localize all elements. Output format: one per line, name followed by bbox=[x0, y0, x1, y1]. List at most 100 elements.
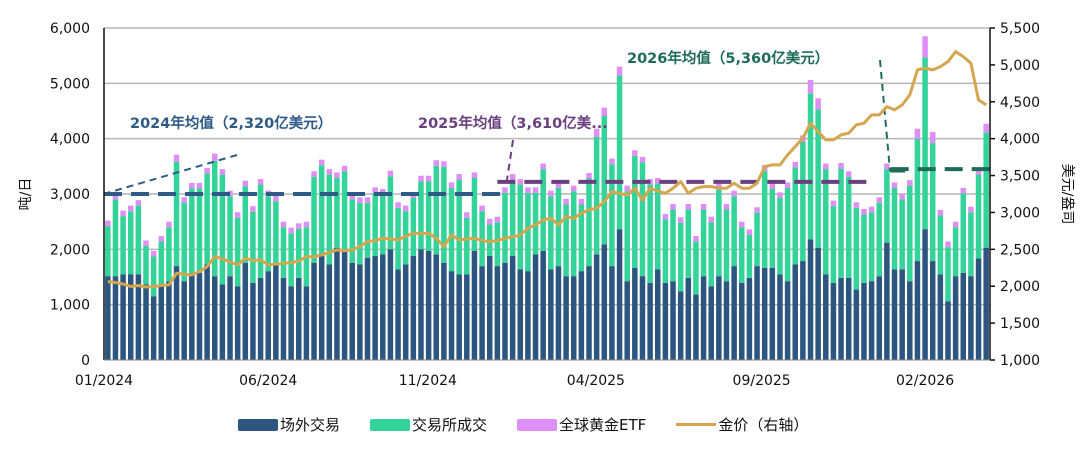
annotation-connector bbox=[879, 59, 891, 172]
bar-exchange bbox=[937, 215, 944, 275]
legend-item-gold-price: 金价（右轴） bbox=[676, 414, 808, 435]
bar-etf bbox=[471, 172, 478, 178]
bar-etf bbox=[899, 194, 905, 200]
bar-otc bbox=[395, 269, 401, 360]
bar-exchange bbox=[815, 109, 821, 248]
bar-otc bbox=[433, 254, 439, 360]
bar-exchange bbox=[471, 177, 478, 251]
annotation-connector bbox=[106, 154, 238, 194]
bar-etf bbox=[486, 218, 493, 225]
bar-exchange bbox=[914, 138, 921, 262]
bar-otc bbox=[800, 261, 806, 360]
bar-otc bbox=[441, 262, 447, 360]
bar-exchange bbox=[273, 201, 279, 265]
bar-etf bbox=[120, 210, 126, 217]
bar-etf bbox=[296, 223, 302, 229]
bar-etf bbox=[815, 98, 821, 110]
bar-etf bbox=[112, 194, 119, 200]
bar-otc bbox=[868, 281, 875, 360]
bar-otc bbox=[777, 274, 783, 360]
bar-etf bbox=[731, 190, 737, 197]
bar-exchange bbox=[823, 169, 829, 275]
bar-exchange bbox=[639, 162, 646, 277]
bar-exchange bbox=[761, 170, 768, 268]
bar-etf bbox=[914, 128, 921, 139]
bar-etf bbox=[624, 185, 630, 192]
bar-otc bbox=[296, 277, 302, 360]
bar-otc bbox=[265, 271, 271, 360]
bar-exchange bbox=[517, 184, 524, 270]
bar-otc bbox=[364, 257, 371, 360]
bar-exchange bbox=[739, 227, 745, 283]
bar-otc bbox=[311, 262, 317, 360]
bar-exchange bbox=[884, 169, 890, 243]
bar-exchange bbox=[662, 219, 669, 283]
bar-otc bbox=[357, 264, 363, 360]
bar-otc bbox=[838, 277, 844, 360]
bar-etf bbox=[273, 195, 279, 202]
bar-etf bbox=[509, 174, 516, 180]
bar-exchange bbox=[242, 186, 249, 263]
bar-exchange bbox=[830, 206, 837, 283]
bar-otc bbox=[273, 264, 279, 360]
ytick-right-label: 5,000 bbox=[1000, 58, 1040, 74]
bar-exchange bbox=[349, 199, 355, 263]
bar-etf bbox=[601, 107, 608, 116]
bar-otc bbox=[914, 261, 921, 360]
bar-exchange bbox=[150, 256, 157, 297]
bar-etf bbox=[929, 132, 936, 144]
bar-exchange bbox=[670, 209, 676, 282]
bar-otc bbox=[372, 256, 378, 360]
bar-exchange bbox=[723, 209, 730, 282]
bar-etf bbox=[326, 169, 333, 175]
axes: 0 1,000 2,000 3,000 4,000 5,000 6,000 1,000 1,50… bbox=[50, 21, 1040, 389]
bar-etf bbox=[288, 227, 294, 234]
bar-etf bbox=[257, 179, 264, 185]
legend-swatch bbox=[676, 423, 717, 426]
bar-otc bbox=[731, 266, 737, 360]
bar-etf bbox=[975, 169, 982, 175]
bar-etf bbox=[700, 203, 707, 210]
bar-exchange bbox=[792, 167, 798, 265]
bar-etf bbox=[670, 203, 676, 210]
bar-etf bbox=[525, 187, 531, 193]
gold-price-line bbox=[107, 50, 988, 289]
legend-label: 场外交易 bbox=[280, 416, 341, 434]
bar-otc bbox=[845, 277, 852, 360]
bar-otc bbox=[532, 254, 539, 360]
bar-exchange bbox=[983, 132, 989, 248]
xtick-label: 01/2024 bbox=[75, 373, 133, 389]
bar-otc bbox=[815, 247, 821, 360]
bar-exchange bbox=[800, 141, 806, 262]
ytick-left-label: 0 bbox=[81, 353, 90, 369]
bar-exchange bbox=[868, 212, 875, 282]
annotation-2026: 2026年均值（5,360亿美元） bbox=[627, 49, 829, 67]
bar-etf bbox=[227, 190, 233, 197]
ytick-left-label: 2,000 bbox=[50, 242, 90, 258]
xtick-label: 04/2025 bbox=[567, 373, 625, 389]
bar-exchange bbox=[105, 226, 111, 277]
bar-exchange bbox=[616, 75, 623, 230]
bar-etf bbox=[853, 202, 860, 208]
ytick-right-label: 1,000 bbox=[1000, 353, 1040, 369]
bar-etf bbox=[341, 165, 348, 172]
bar-etf bbox=[318, 159, 325, 166]
bar-exchange bbox=[685, 209, 692, 278]
bar-etf bbox=[868, 206, 875, 213]
bar-exchange bbox=[173, 161, 180, 267]
bar-otc bbox=[937, 274, 944, 360]
bar-etf bbox=[150, 250, 157, 257]
bar-etf bbox=[105, 220, 111, 227]
ytick-left-label: 4,000 bbox=[50, 132, 90, 148]
bar-otc bbox=[227, 276, 233, 360]
bar-otc bbox=[456, 274, 462, 360]
bar-etf bbox=[884, 163, 890, 170]
bar-exchange bbox=[265, 196, 271, 272]
bar-exchange bbox=[754, 212, 760, 267]
bar-exchange bbox=[464, 217, 470, 275]
gold-price-line-group bbox=[107, 50, 988, 289]
bar-exchange bbox=[548, 196, 554, 270]
bar-etf bbox=[418, 175, 424, 182]
bar-exchange bbox=[127, 211, 134, 275]
bar-etf bbox=[433, 160, 439, 166]
